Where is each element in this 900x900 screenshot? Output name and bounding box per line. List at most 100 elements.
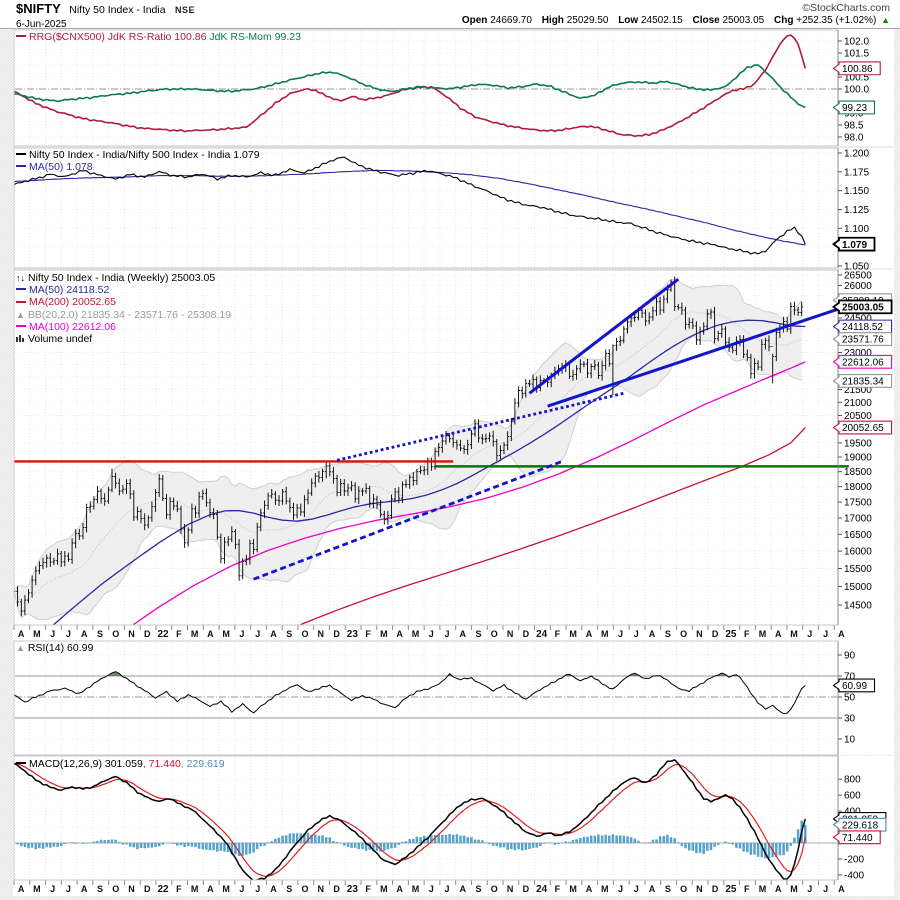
svg-text:A: A	[586, 629, 593, 639]
rrg-line-jdk-rs-mom	[14, 64, 806, 109]
svg-text:10: 10	[844, 735, 856, 746]
svg-text:M: M	[222, 629, 230, 639]
svg-text:J: J	[255, 629, 260, 639]
ma50-value: MA(50) 24118.52	[29, 284, 110, 297]
svg-text:M: M	[380, 629, 388, 639]
svg-text:22612.06: 22612.06	[842, 357, 884, 368]
price-title: Nifty 50 Index - India (Weekly) 25003.05	[28, 272, 216, 284]
svg-text:J: J	[50, 629, 55, 639]
axis-badge	[832, 100, 876, 115]
svg-text:600: 600	[844, 791, 861, 802]
svg-text:J: J	[618, 884, 623, 894]
trendline-solid-0	[528, 277, 680, 395]
axis-badge	[831, 236, 876, 252]
bollinger-band-area	[14, 279, 802, 620]
trendline-dashed-3	[253, 460, 563, 581]
svg-text:N: N	[696, 884, 703, 894]
svg-text:D: D	[712, 629, 719, 639]
svg-text:M: M	[569, 629, 577, 639]
ma100-swatch	[16, 324, 26, 327]
rsi-value: RSI(14) 60.99	[27, 642, 94, 654]
svg-text:J: J	[823, 884, 828, 894]
trendline-dotted-2	[336, 391, 625, 462]
svg-text:A: A	[81, 884, 88, 894]
svg-text:19500: 19500	[844, 438, 872, 449]
svg-text:M: M	[601, 629, 609, 639]
svg-text:D: D	[523, 629, 530, 639]
ratio-y-axis: 1.200 1.175 1.150 1.125 1.100 1.050	[838, 149, 869, 272]
bollinger-mid-line	[14, 311, 802, 602]
macd-panel	[14, 759, 837, 880]
axis-badge	[832, 678, 876, 693]
svg-text:101.5: 101.5	[844, 49, 869, 60]
ratio-legend: Nifty 50 Index - India/Nifty 500 Index -…	[16, 149, 260, 173]
ma100-value: MA(100) 22612.06	[29, 320, 116, 333]
svg-text:60.99: 60.99	[842, 681, 867, 692]
rsi-panel	[14, 671, 837, 719]
svg-text:D: D	[523, 884, 530, 894]
svg-text:24500: 24500	[844, 313, 872, 324]
rrg-panel	[14, 34, 837, 138]
axis-badge	[832, 354, 893, 369]
macd-value: MACD(12,26,9) 301.059	[29, 758, 143, 770]
svg-text:S: S	[476, 629, 482, 639]
axis-badge	[831, 299, 893, 315]
macd-signal-line	[14, 762, 806, 877]
svg-text:F: F	[176, 629, 182, 639]
svg-text:16500: 16500	[844, 530, 872, 541]
svg-text:24118.52: 24118.52	[842, 322, 883, 333]
chg-value: +252.35 (+1.02%)	[796, 15, 877, 26]
bollinger-values: BB(20,2.0) 21835.34 - 23571.76 - 25308.1…	[27, 308, 232, 321]
svg-text:A: A	[586, 884, 593, 894]
trendline-solid-1	[547, 306, 843, 408]
ratio-panel	[14, 156, 806, 255]
price-ma100-line	[132, 361, 806, 625]
svg-text:A: A	[649, 629, 656, 639]
svg-text:90: 90	[844, 651, 856, 662]
svg-text:1.079: 1.079	[842, 240, 867, 251]
ratio-line	[14, 156, 806, 255]
candlestick-icon: ↑↓	[16, 273, 25, 283]
svg-text:50: 50	[844, 693, 856, 704]
open-value: 24669.70	[490, 15, 532, 26]
svg-text:S: S	[97, 629, 103, 639]
svg-text:100.0: 100.0	[844, 85, 869, 96]
svg-text:D: D	[333, 629, 340, 639]
svg-text:O: O	[680, 629, 687, 639]
svg-text:M: M	[380, 884, 388, 894]
svg-text:A: A	[775, 629, 782, 639]
svg-text:M: M	[222, 884, 230, 894]
price-ma50-line	[52, 319, 806, 625]
svg-text:A: A	[207, 629, 214, 639]
svg-text:21000: 21000	[844, 398, 872, 409]
price-candles	[14, 276, 804, 617]
svg-text:22: 22	[158, 884, 170, 895]
svg-text:19000: 19000	[844, 453, 872, 464]
rsi-area-icon: ▲	[16, 643, 25, 653]
svg-text:800: 800	[844, 775, 861, 786]
svg-text:D: D	[144, 884, 151, 894]
macd-hist-value: , 229.619	[180, 758, 225, 770]
svg-text:A: A	[18, 884, 25, 894]
svg-text:J: J	[50, 884, 55, 894]
svg-text:A: A	[649, 884, 656, 894]
high-value: 25029.50	[566, 15, 609, 26]
svg-text:A: A	[396, 884, 403, 894]
svg-text:M: M	[790, 629, 798, 639]
rsi-line	[14, 671, 806, 715]
bollinger-band-icon: ▲	[16, 309, 25, 320]
svg-text:A: A	[396, 629, 403, 639]
svg-text:-400: -400	[844, 870, 864, 881]
svg-text:J: J	[807, 884, 812, 894]
svg-text:21500: 21500	[844, 385, 872, 396]
macd-legend: MACD(12,26,9) 301.059, 71.440, 229.619	[16, 758, 225, 770]
ma200-value: MA(200) 20052.65	[29, 296, 116, 309]
rrg-rs-mom-value: JdK RS-Mom 99.23	[209, 31, 301, 43]
svg-text:18500: 18500	[844, 467, 872, 478]
svg-text:18000: 18000	[844, 482, 872, 493]
svg-text:100.86: 100.86	[842, 64, 873, 75]
svg-text:J: J	[429, 884, 434, 894]
